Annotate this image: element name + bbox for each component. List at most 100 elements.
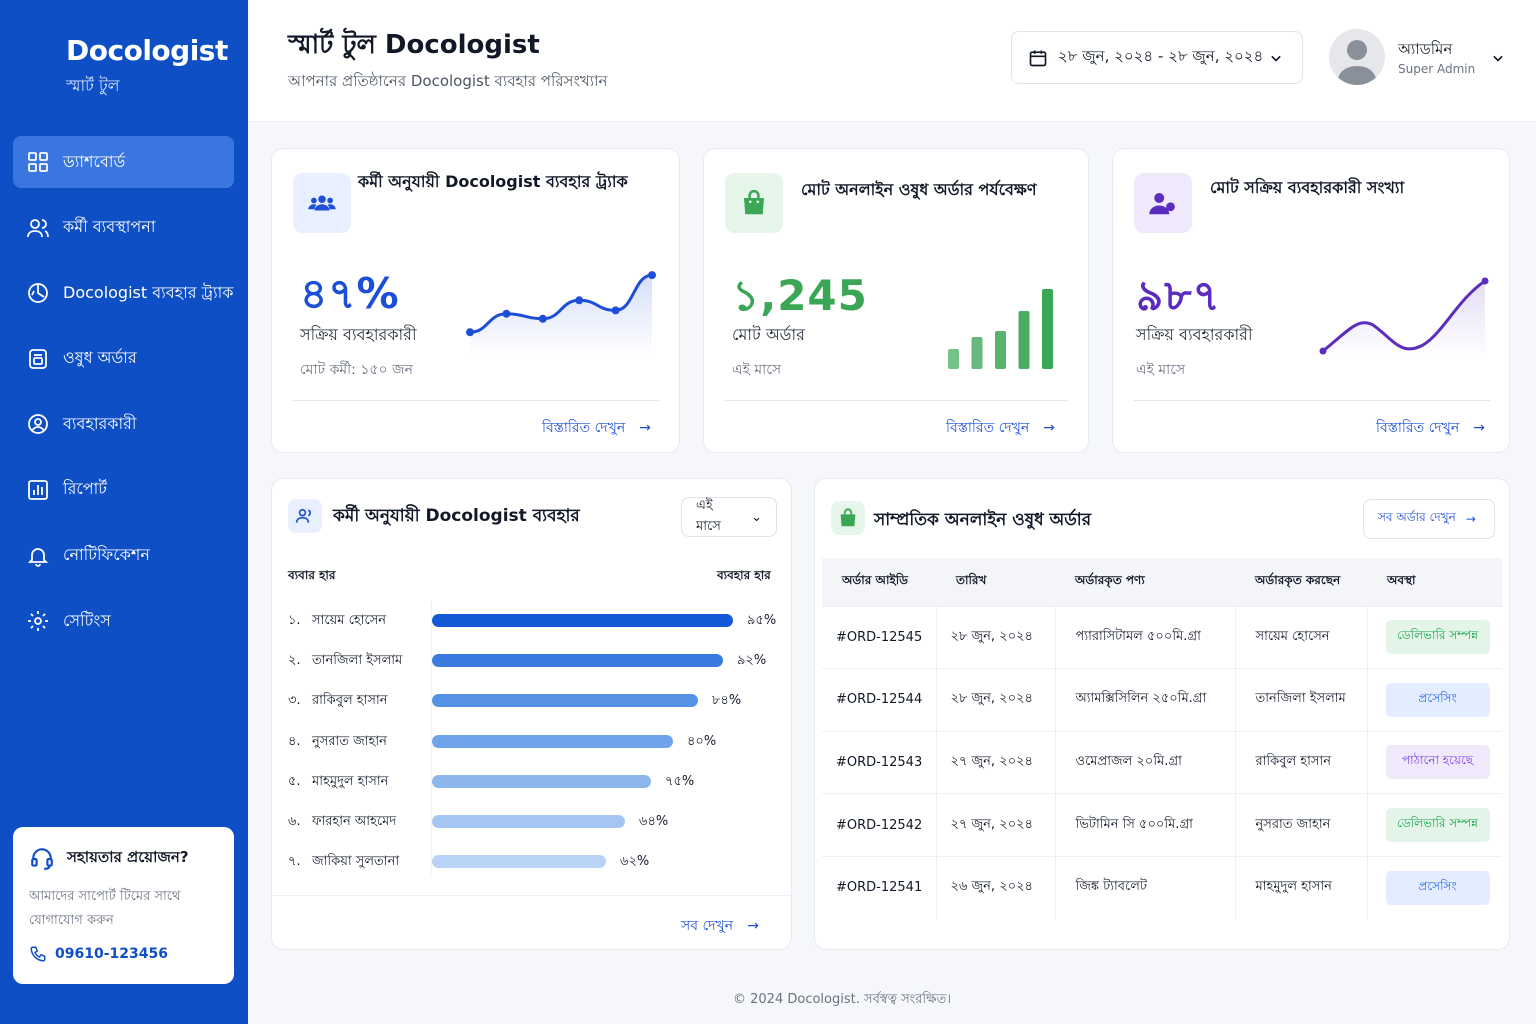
sidebar-item-staff[interactable]: কর্মী ব্যবস্থাপনা: [13, 202, 234, 254]
table-row[interactable]: #ORD-12544 ২৮ জুন, ২০২৪ অ্যামক্সিসিলিন ২৫০…: [822, 668, 1502, 732]
date-range-text: ২৮ জুন, ২০২৪ - ২৮ জুন, ২০২৪: [1058, 47, 1264, 65]
order-date: ২৮ জুন, ২০২৪: [936, 668, 1056, 732]
order-product: জিঙ্ক ট্যাবলেট: [1055, 855, 1236, 919]
arrow-right-icon: →: [1043, 420, 1055, 436]
order-id: #ORD-12544: [822, 668, 937, 732]
help-card: সহায়তার প্রয়োজন? আমাদের সাপোর্ট টিমের …: [13, 827, 234, 984]
stat-title: মোট সক্রিয় ব্যবহারকারী সংখ্যা: [1210, 178, 1405, 197]
status-badge: ডেলিভারি সম্পন্ন: [1385, 620, 1490, 655]
sparkline-point: [575, 296, 584, 305]
usage-bar: [432, 774, 651, 788]
usage-row: ৫. মাহমুদুল হাসান ৭৫%: [288, 770, 778, 792]
sidebar-item-medicine-order[interactable]: ওষুধ অর্ডার: [13, 333, 234, 385]
calendar-icon: [1029, 50, 1047, 66]
order-by: মাহমুদুল হাসান: [1235, 855, 1368, 919]
sparkline-point: [611, 306, 620, 315]
usage-rank: ৭.: [288, 854, 301, 870]
page-subtitle: আপনার প্রতিষ্ঠানের Docologist ব্যবহার পর…: [288, 72, 608, 90]
usage-pct: ৬৪%: [639, 814, 669, 829]
see-all-link[interactable]: সব দেখুন →: [681, 918, 759, 934]
stat-label: সক্রিয় ব্যবহারকারী: [1136, 325, 1253, 344]
sparkline-point: [502, 309, 511, 318]
sidebar-item-label: Docologist ব্যবহার ট্র্যাক: [63, 282, 234, 302]
stat-title: কর্মী অনুযায়ী Docologist ব্যবহার ট্র্যা…: [358, 172, 628, 191]
tracker-icon: [25, 280, 51, 306]
shopping-bag-icon: [725, 173, 783, 233]
brand-title: Docologist: [66, 34, 228, 67]
chevron-down-icon[interactable]: [1488, 48, 1508, 68]
user-circle-icon: [25, 411, 51, 437]
report-icon: [25, 477, 51, 503]
shopping-bag-icon: [831, 501, 865, 535]
usage-pct: ৯২%: [737, 653, 767, 669]
usage-bar: [432, 654, 723, 668]
arrow-right-icon: →: [1465, 512, 1476, 526]
sidebar-item-label: ড্যাশবোর্ড: [63, 151, 126, 171]
view-details-link[interactable]: বিস্তারিত দেখুন →: [1376, 420, 1485, 436]
sidebar-item-label: ব্যবহারকারী: [63, 413, 137, 433]
stat-value: ১,245: [732, 271, 868, 320]
stat-value: ৯৮৭: [1136, 271, 1221, 320]
table-row[interactable]: #ORD-12545 ২৮ জুন, ২০২৪ প্যারাসিটামল ৫০০মি…: [822, 605, 1502, 669]
usage-rank: ২.: [288, 653, 301, 669]
order-id: #ORD-12543: [822, 730, 937, 794]
avatar[interactable]: [1329, 29, 1385, 85]
sidebar-item-label: রিপোর্ট: [63, 479, 108, 499]
usage-bar: [432, 815, 625, 828]
sidebar-item-notification[interactable]: নোটিফিকেশন: [13, 530, 234, 582]
sidebar-item-usage-tracker[interactable]: Docologist ব্যবহার ট্র্যাক: [13, 267, 234, 319]
sidebar-item-settings[interactable]: সেটিংস: [13, 595, 234, 647]
table-row[interactable]: #ORD-12543 ২৭ জুন, ২০২৪ ওমেপ্রাজল ২০মি.গ্র…: [822, 730, 1502, 794]
sidebar-item-label: নোটিফিকেশন: [63, 545, 150, 565]
arrow-right-icon: →: [1473, 420, 1485, 436]
stat-card-orders: মোট অনলাইন ওষুধ অর্ডার পর্যবেক্ষণ ১,245 …: [703, 148, 1089, 453]
order-date: ২৮ জুন, ২০২৪: [936, 605, 1056, 669]
view-details-link[interactable]: বিস্তারিত দেখুন →: [542, 420, 651, 436]
see-all-orders-button[interactable]: সব অর্ডার দেখুন →: [1363, 499, 1495, 539]
stat-meta: এই মাসে: [1136, 362, 1186, 378]
date-range-picker[interactable]: ২৮ জুন, ২০২৪ - ২৮ জুন, ২০২৪: [1011, 31, 1303, 84]
view-details-link[interactable]: বিস্তারিত দেখুন →: [946, 420, 1055, 436]
order-id: #ORD-12542: [822, 793, 937, 857]
col-product: অর্ডারকৃত পণ্য: [1055, 558, 1235, 606]
sidebar: Docologist স্মার্ট টুল ড্যাশবোর্ড কর্মী …: [0, 0, 248, 1024]
usage-bar: [432, 734, 673, 748]
table-row[interactable]: #ORD-12541 ২৬ জুন, ২০২৪ জিঙ্ক ট্যাবলেট মাহম…: [822, 855, 1502, 919]
sparkline-area: [470, 275, 652, 357]
order-by: তানজিলা ইসলাম: [1235, 668, 1368, 732]
table-row[interactable]: #ORD-12542 ২৭ জুন, ২০২৪ ভিটামিন সি ৫০০মি.গ…: [822, 793, 1502, 857]
arrow-right-icon: →: [639, 420, 651, 436]
sparkline-point: [648, 271, 656, 280]
usage-bar: [432, 614, 733, 627]
help-phone: 09610-123456: [55, 946, 168, 962]
orders-title: সাম্প্রতিক অনলাইন ওষুধ অর্ডার: [874, 510, 1092, 530]
period-select[interactable]: এই মাসে ⌄: [681, 497, 777, 537]
mini-bar: [995, 331, 1006, 369]
orders-bar-mini-chart: [948, 289, 1053, 369]
help-phone-link[interactable]: 09610-123456: [29, 945, 218, 963]
col-date: তারিখ: [936, 558, 1055, 606]
status-badge: প্রসেসিং: [1385, 682, 1490, 717]
usage-row: ২. তানজিলা ইসলাম ৯২%: [288, 649, 778, 671]
users-icon: [25, 215, 51, 241]
order-date: ২৭ জুন, ২০২৪: [936, 730, 1056, 794]
active-users-sparkline: [1319, 277, 1489, 359]
brand: Docologist স্মার্ট টুল: [66, 34, 228, 100]
sidebar-item-report[interactable]: রিপোর্ট: [13, 464, 234, 516]
stat-label: মোট অর্ডার: [732, 325, 805, 344]
sidebar-item-dashboard[interactable]: ড্যাশবোর্ড: [13, 136, 234, 188]
order-id: #ORD-12545: [822, 605, 937, 669]
bell-icon: [25, 543, 51, 569]
col-ordered-by: অর্ডারকৃত করছেন: [1235, 558, 1367, 606]
stat-card-usage: কর্মী অনুযায়ী Docologist ব্যবহার ট্র্যা…: [271, 148, 680, 453]
sidebar-item-users[interactable]: ব্যবহারকারী: [13, 398, 234, 450]
users-icon: [288, 499, 322, 533]
chevron-down-icon: [1271, 55, 1281, 62]
usage-pct: ৯৫%: [747, 613, 777, 628]
stat-meta: এই মাসে: [732, 362, 782, 378]
brand-subtitle: স্মার্ট টুল: [66, 76, 120, 95]
order-date: ২৬ জুন, ২০২৪: [936, 855, 1056, 919]
sidebar-item-label: ওষুধ অর্ডার: [63, 348, 137, 368]
stat-value: ৪৭%: [300, 269, 400, 318]
sidebar-item-label: কর্মী ব্যবস্থাপনা: [63, 217, 156, 237]
